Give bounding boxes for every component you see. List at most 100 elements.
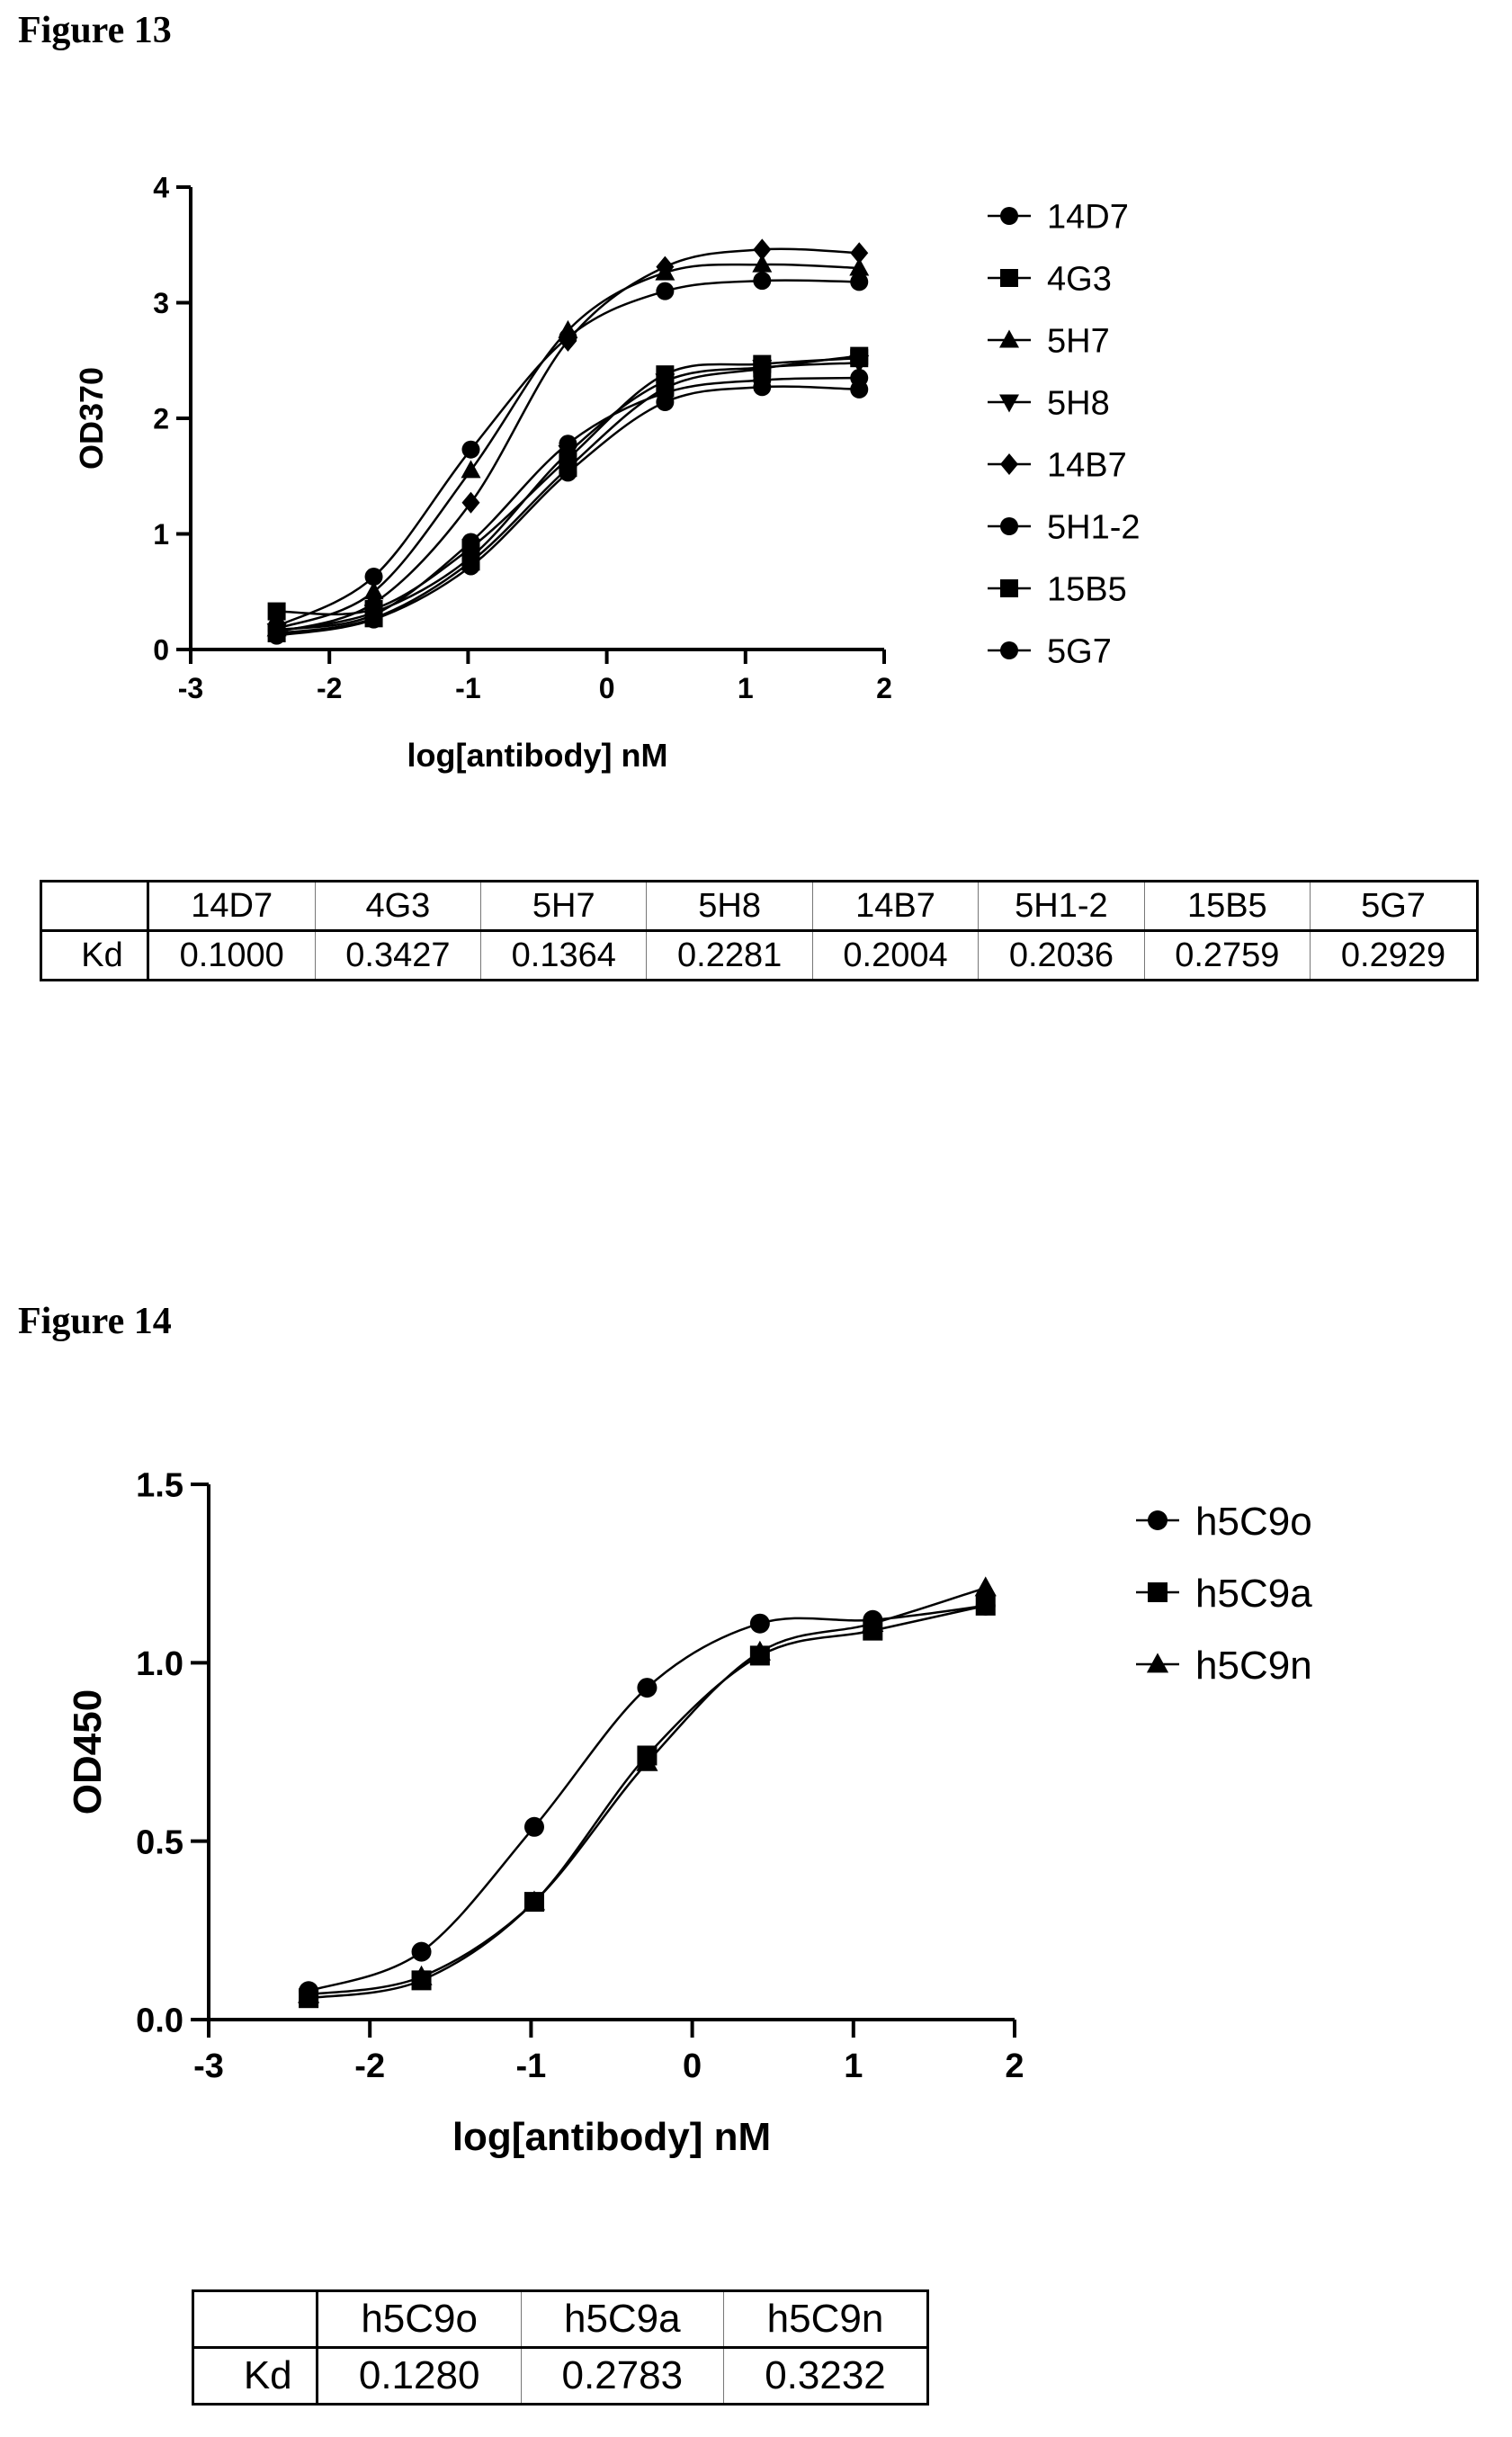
table-column-header: 5G7 (1310, 881, 1478, 932)
data-point-5H1-2 (559, 435, 577, 453)
table-column-header: 14B7 (811, 881, 980, 932)
table-corner-cell (192, 2290, 318, 2349)
table-corner-cell (40, 881, 149, 932)
figure-14-chart: -3 -2 -1 0 1 2 0.0 0.5 1.0 1.5 log[antibody] nM OD4… (66, 1467, 1312, 2159)
table-cell: 0.1000 (147, 930, 316, 981)
table-column-header: h5C9a (520, 2290, 724, 2349)
x-tick-label: -3 (178, 672, 203, 704)
legend-marker-5H1-2 (1000, 517, 1018, 535)
legend-marker-5H7 (999, 329, 1019, 348)
table-row-label: Kd (192, 2347, 318, 2405)
data-point-h5C9o (749, 1613, 770, 1634)
x-tick-label: 0 (599, 672, 615, 704)
legend-label-5G7: 5G7 (1047, 633, 1112, 671)
data-point-h5C9o (411, 1941, 432, 1962)
data-point-h5C9a (975, 1595, 996, 1616)
x-tick-label: 0 (683, 2047, 702, 2085)
y-axis-label: OD450 (66, 1689, 110, 1814)
legend-marker-5G7 (1000, 641, 1018, 659)
data-point-5G7 (267, 626, 286, 645)
legend-marker-14B7 (1000, 453, 1018, 475)
x-tick-label: -3 (193, 2047, 224, 2085)
data-point-4G3 (267, 602, 286, 621)
legend-marker-h5C9a (1148, 1582, 1168, 1602)
data-point-5G7 (850, 380, 869, 399)
x-tick-label: 1 (738, 672, 754, 704)
data-point-h5C9n (523, 1890, 546, 1911)
legend-label-h5C9a: h5C9a (1195, 1572, 1312, 1616)
x-tick-label: 1 (844, 2047, 863, 2085)
table-header-row: 14D7 4G3 5H7 5H8 14B7 5H1-2 15B5 5G7 (40, 881, 1478, 932)
figure-14-title: Figure 14 (18, 1301, 172, 1342)
table-column-header: h5C9n (722, 2290, 929, 2349)
y-tick-label: 2 (153, 403, 169, 435)
data-point-h5C9n (748, 1640, 771, 1661)
y-tick-label: 1.0 (136, 1645, 183, 1683)
table-cell: 0.2281 (646, 930, 813, 981)
x-tick-label: -1 (516, 2047, 547, 2085)
data-point-14D7 (850, 273, 869, 291)
y-tick-label: 1.5 (136, 1467, 183, 1505)
table-cell: 0.2929 (1310, 930, 1478, 981)
y-tick-label: 1 (153, 518, 169, 551)
data-point-h5C9n (974, 1576, 997, 1597)
data-point-5H7 (752, 254, 773, 273)
legend-label-15B5: 15B5 (1047, 571, 1127, 609)
table-cell: 0.3427 (314, 930, 482, 981)
data-point-14B7 (559, 329, 577, 352)
series-curve-h5C9o (308, 1604, 986, 1993)
data-point-14D7 (461, 440, 480, 459)
data-point-h5C9n (862, 1612, 884, 1633)
data-point-14D7 (364, 568, 383, 587)
legend-label-h5C9o: h5C9o (1195, 1500, 1312, 1544)
data-point-14B7 (753, 238, 772, 261)
table-column-header: 14D7 (147, 881, 316, 932)
table-header-row: h5C9o h5C9a h5C9n (192, 2290, 929, 2349)
y-tick-label: 4 (153, 172, 169, 204)
table-cell: 0.2036 (978, 930, 1145, 981)
y-tick-label: 0.0 (136, 2002, 183, 2040)
data-point-14D7 (753, 272, 772, 291)
table-column-header: 5H7 (480, 881, 648, 932)
legend-label-5H1-2: 5H1-2 (1047, 509, 1141, 547)
x-tick-label: 2 (1005, 2047, 1024, 2085)
series-curve-5H1-2 (276, 376, 860, 632)
data-point-h5C9o (637, 1678, 658, 1698)
legend-marker-14D7 (1000, 207, 1018, 225)
data-point-5G7 (461, 557, 480, 576)
table-cell: 0.2783 (520, 2347, 724, 2405)
legend-marker-15B5 (1000, 579, 1018, 597)
table-cell: 0.2004 (811, 930, 980, 981)
table-column-header: 5H1-2 (978, 881, 1145, 932)
table-row: Kd 0.1280 0.2783 0.3232 (192, 2347, 929, 2405)
legend-label-4G3: 4G3 (1047, 261, 1112, 299)
legend-label-14B7: 14B7 (1047, 447, 1127, 485)
data-point-14B7 (656, 255, 675, 278)
data-point-5H7 (461, 460, 481, 479)
data-point-5G7 (364, 610, 383, 629)
series-curve-15B5 (276, 354, 860, 635)
legend-marker-h5C9n (1146, 1653, 1169, 1673)
data-point-14B7 (850, 242, 869, 264)
legend-label-14D7: 14D7 (1047, 199, 1129, 237)
data-point-15B5 (850, 346, 869, 365)
x-axis-label: log[antibody] nM (452, 2115, 771, 2159)
data-point-h5C9n (636, 1751, 658, 1771)
x-tick-label: -1 (455, 672, 480, 704)
data-point-5G7 (656, 393, 675, 412)
y-axis-label: OD370 (73, 367, 110, 470)
y-tick-label: 0.5 (136, 1823, 183, 1861)
figure-14-kd-table: h5C9o h5C9a h5C9n Kd 0.1280 0.2783 0.3232 (192, 2289, 929, 2406)
data-point-5H7 (849, 257, 870, 276)
x-tick-label: -2 (317, 672, 342, 704)
legend-marker-4G3 (1000, 269, 1018, 287)
table-cell: 0.1280 (316, 2347, 522, 2405)
x-tick-label: -2 (354, 2047, 385, 2085)
data-point-15B5 (753, 359, 772, 378)
table-column-header: h5C9o (316, 2290, 522, 2349)
data-point-5H1-2 (461, 533, 480, 551)
data-point-14B7 (461, 491, 480, 514)
series-curve-4G3 (276, 356, 860, 616)
table-column-header: 5H8 (646, 881, 813, 932)
data-point-h5C9n (298, 1983, 320, 2003)
